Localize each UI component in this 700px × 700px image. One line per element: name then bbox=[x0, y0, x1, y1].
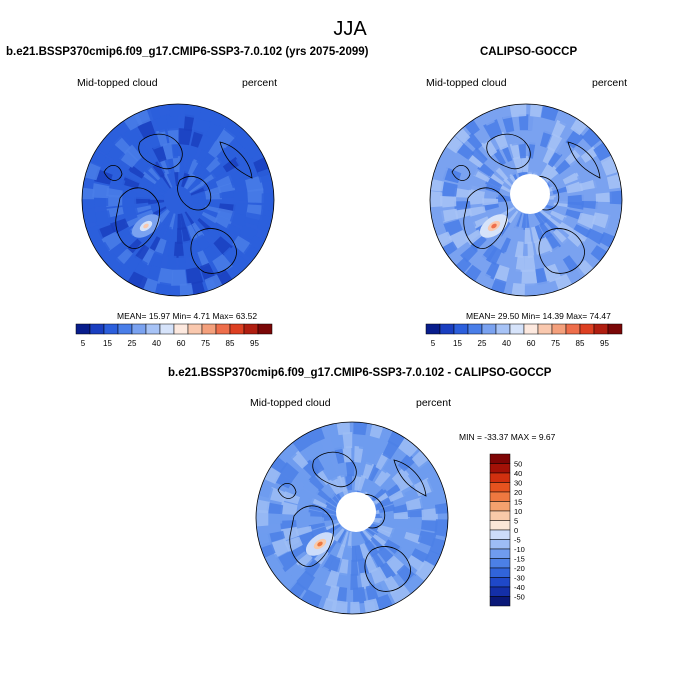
colorbar-bin bbox=[537, 323, 553, 335]
colorbar-tick-label: 95 bbox=[600, 339, 609, 348]
panel-3-stats: MIN = -33.37 MAX = 9.67 bbox=[459, 432, 556, 442]
colorbar-bin bbox=[489, 558, 511, 569]
colorbar-bin bbox=[495, 323, 511, 335]
colorbar-bin bbox=[523, 323, 539, 335]
colorbar-bin bbox=[103, 323, 119, 335]
colorbar-bin bbox=[593, 323, 609, 335]
colorbar-bin bbox=[489, 577, 511, 588]
panel-3-title: b.e21.BSSP370cmip6.f09_g17.CMIP6-SSP3-7.… bbox=[168, 367, 552, 379]
colorbar-bin bbox=[229, 323, 245, 335]
panel-3-variable-label: Mid-topped cloud bbox=[250, 397, 331, 409]
colorbar-bin bbox=[607, 323, 623, 335]
panel-2-polar-map bbox=[429, 103, 623, 297]
colorbar-tick-label: 60 bbox=[527, 339, 536, 348]
panel-1-variable-label: Mid-topped cloud bbox=[77, 77, 158, 89]
colorbar-tick-label: 75 bbox=[201, 339, 210, 348]
colorbar-tick-label: 75 bbox=[551, 339, 560, 348]
colorbar-tick-label: 5 bbox=[514, 517, 518, 526]
panel-3-units-label: percent bbox=[416, 397, 452, 409]
colorbar-tick-label: 15 bbox=[514, 498, 522, 507]
colorbar-tick-label: -10 bbox=[514, 545, 525, 554]
colorbar-tick-label: -50 bbox=[514, 593, 525, 602]
colorbar-tick-label: 25 bbox=[478, 339, 487, 348]
colorbar-bin bbox=[131, 323, 147, 335]
panel-1-units-label: percent bbox=[242, 77, 278, 89]
colorbar-bin bbox=[489, 501, 511, 512]
colorbar-bin bbox=[145, 323, 161, 335]
panel-1-stats: MEAN= 15.97 Min= 4.71 Max= 63.52 bbox=[117, 311, 258, 321]
panel-2-colorbar: 5 15 25 40 60 75 85 95 bbox=[425, 323, 623, 348]
colorbar-bin bbox=[489, 596, 511, 607]
colorbar-bin bbox=[425, 323, 441, 335]
colorbar-bin bbox=[489, 472, 511, 483]
colorbar-tick-label: 15 bbox=[453, 339, 462, 348]
panel-2-units-label: percent bbox=[592, 77, 628, 89]
colorbar-tick-label: 85 bbox=[226, 339, 235, 348]
colorbar-tick-label: 20 bbox=[514, 488, 522, 497]
panel-3-polar-map bbox=[255, 421, 449, 615]
colorbar-bin bbox=[489, 586, 511, 597]
colorbar-tick-label: -40 bbox=[514, 583, 525, 592]
colorbar-tick-label: -15 bbox=[514, 555, 525, 564]
colorbar-tick-label: 5 bbox=[431, 339, 436, 348]
colorbar-bin bbox=[159, 323, 175, 335]
colorbar-tick-label: 50 bbox=[514, 460, 522, 469]
colorbar-tick-label: 15 bbox=[103, 339, 112, 348]
season-title: JJA bbox=[333, 18, 367, 40]
colorbar-tick-label: 25 bbox=[128, 339, 137, 348]
colorbar-bin bbox=[453, 323, 469, 335]
colorbar-bin bbox=[565, 323, 581, 335]
colorbar-tick-label: 85 bbox=[576, 339, 585, 348]
colorbar-bin bbox=[75, 323, 91, 335]
colorbar-bin bbox=[481, 323, 497, 335]
colorbar-bin bbox=[89, 323, 105, 335]
colorbar-tick-label: 40 bbox=[152, 339, 161, 348]
colorbar-bin bbox=[201, 323, 217, 335]
colorbar-bin bbox=[489, 548, 511, 559]
colorbar-tick-label: -5 bbox=[514, 536, 521, 545]
colorbar-tick-label: 5 bbox=[81, 339, 86, 348]
colorbar-bin bbox=[489, 529, 511, 540]
colorbar-bin bbox=[439, 323, 455, 335]
colorbar-tick-label: 10 bbox=[514, 507, 522, 516]
colorbar-bin bbox=[187, 323, 203, 335]
panel-1-polar-map bbox=[81, 103, 275, 297]
panel-2-title: CALIPSO-GOCCP bbox=[480, 46, 578, 58]
colorbar-tick-label: -30 bbox=[514, 574, 525, 583]
colorbar-tick-label: 40 bbox=[514, 469, 522, 478]
colorbar-bin bbox=[215, 323, 231, 335]
colorbar-bin bbox=[489, 510, 511, 521]
colorbar-tick-label: 95 bbox=[250, 339, 259, 348]
panel-1-colorbar: 5 15 25 40 60 75 85 95 bbox=[75, 323, 273, 348]
colorbar-bin bbox=[489, 463, 511, 474]
colorbar-bin bbox=[489, 539, 511, 550]
panel-2-stats: MEAN= 29.50 Min= 14.39 Max= 74.47 bbox=[466, 311, 611, 321]
colorbar-bin bbox=[489, 491, 511, 502]
colorbar-bin bbox=[257, 323, 273, 335]
colorbar-bin bbox=[117, 323, 133, 335]
colorbar-bin bbox=[173, 323, 189, 335]
colorbar-bin bbox=[579, 323, 595, 335]
colorbar-bin bbox=[489, 453, 511, 464]
colorbar-bin bbox=[551, 323, 567, 335]
colorbar-bin bbox=[489, 482, 511, 493]
panel-2-variable-label: Mid-topped cloud bbox=[426, 77, 507, 89]
panel-1-title: b.e21.BSSP370cmip6.f09_g17.CMIP6-SSP3-7.… bbox=[6, 46, 369, 58]
colorbar-tick-label: -20 bbox=[514, 564, 525, 573]
colorbar-bin bbox=[243, 323, 259, 335]
colorbar-tick-label: 0 bbox=[514, 526, 518, 535]
colorbar-bin bbox=[489, 520, 511, 531]
colorbar-tick-label: 40 bbox=[502, 339, 511, 348]
colorbar-bin bbox=[467, 323, 483, 335]
colorbar-bin bbox=[489, 567, 511, 578]
colorbar-bin bbox=[509, 323, 525, 335]
colorbar-tick-label: 30 bbox=[514, 479, 522, 488]
colorbar-tick-label: 60 bbox=[177, 339, 186, 348]
